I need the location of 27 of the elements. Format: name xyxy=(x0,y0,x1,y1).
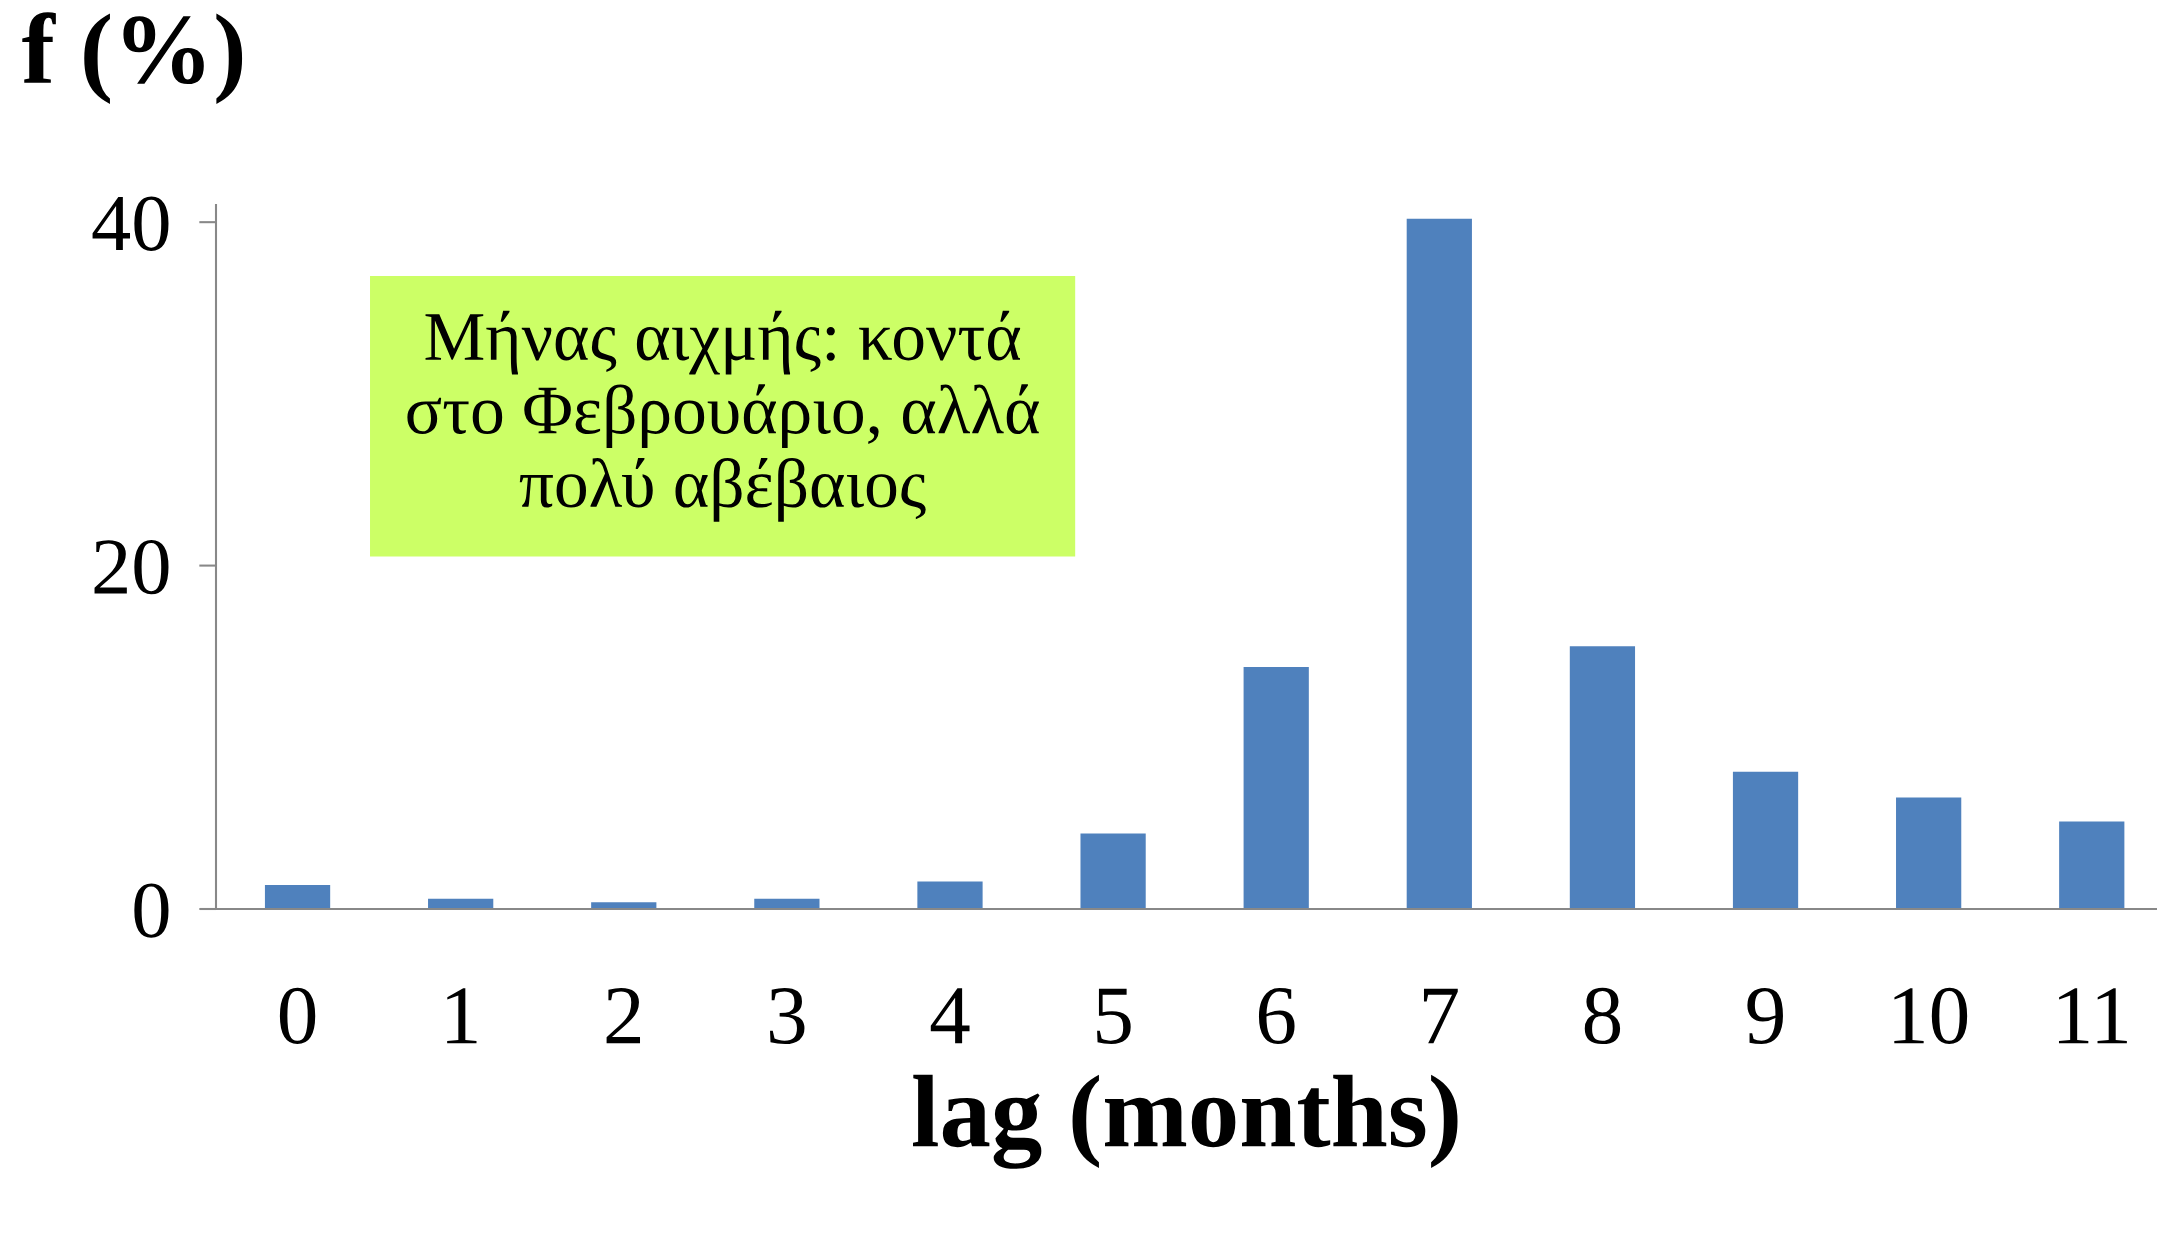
bar xyxy=(1732,771,1799,909)
x-tick-label: 9 xyxy=(1747,988,1783,1045)
x-tick-label: 8 xyxy=(1584,987,1621,1045)
x-tick-label: 5 xyxy=(1097,988,1131,1045)
x-tick-label: 0 xyxy=(279,987,316,1045)
x-tick-label: 4 xyxy=(930,988,970,1044)
y-tick-label: 40 xyxy=(92,196,169,251)
x-tick-label: 6 xyxy=(1258,988,1295,1045)
x-tick-label: 7 xyxy=(1423,988,1458,1044)
x-tick-label: 10 xyxy=(1894,987,1968,1045)
bar xyxy=(2059,821,2125,909)
y-tick-label: 20 xyxy=(94,539,169,595)
bar xyxy=(264,884,331,909)
bar xyxy=(1896,797,1962,909)
x-tick-label: 2 xyxy=(606,988,641,1044)
x-tick-label: 3 xyxy=(770,988,805,1045)
annotation: Μήνας αιχμής: κοντά στο Φεβρουάριο, αλλά πολύ αβέβαιος xyxy=(407,310,1039,522)
x-tick-label: 11 xyxy=(2058,988,2127,1044)
bar xyxy=(1406,218,1472,909)
bar xyxy=(1569,646,1636,909)
bar xyxy=(1243,666,1309,909)
bar xyxy=(1080,833,1146,909)
x-axis-title: lag (months) xyxy=(913,1074,1458,1169)
x-tick-label: 1 xyxy=(447,988,477,1044)
bar xyxy=(917,881,983,909)
y-tick-label: 0 xyxy=(134,883,169,938)
chart-title: f (%) xyxy=(22,12,243,105)
